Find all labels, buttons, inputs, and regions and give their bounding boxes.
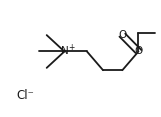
Text: +: + xyxy=(68,44,74,52)
Text: O: O xyxy=(118,30,127,40)
Text: Cl⁻: Cl⁻ xyxy=(16,89,34,102)
Text: N: N xyxy=(61,46,68,57)
Text: O: O xyxy=(134,46,143,57)
